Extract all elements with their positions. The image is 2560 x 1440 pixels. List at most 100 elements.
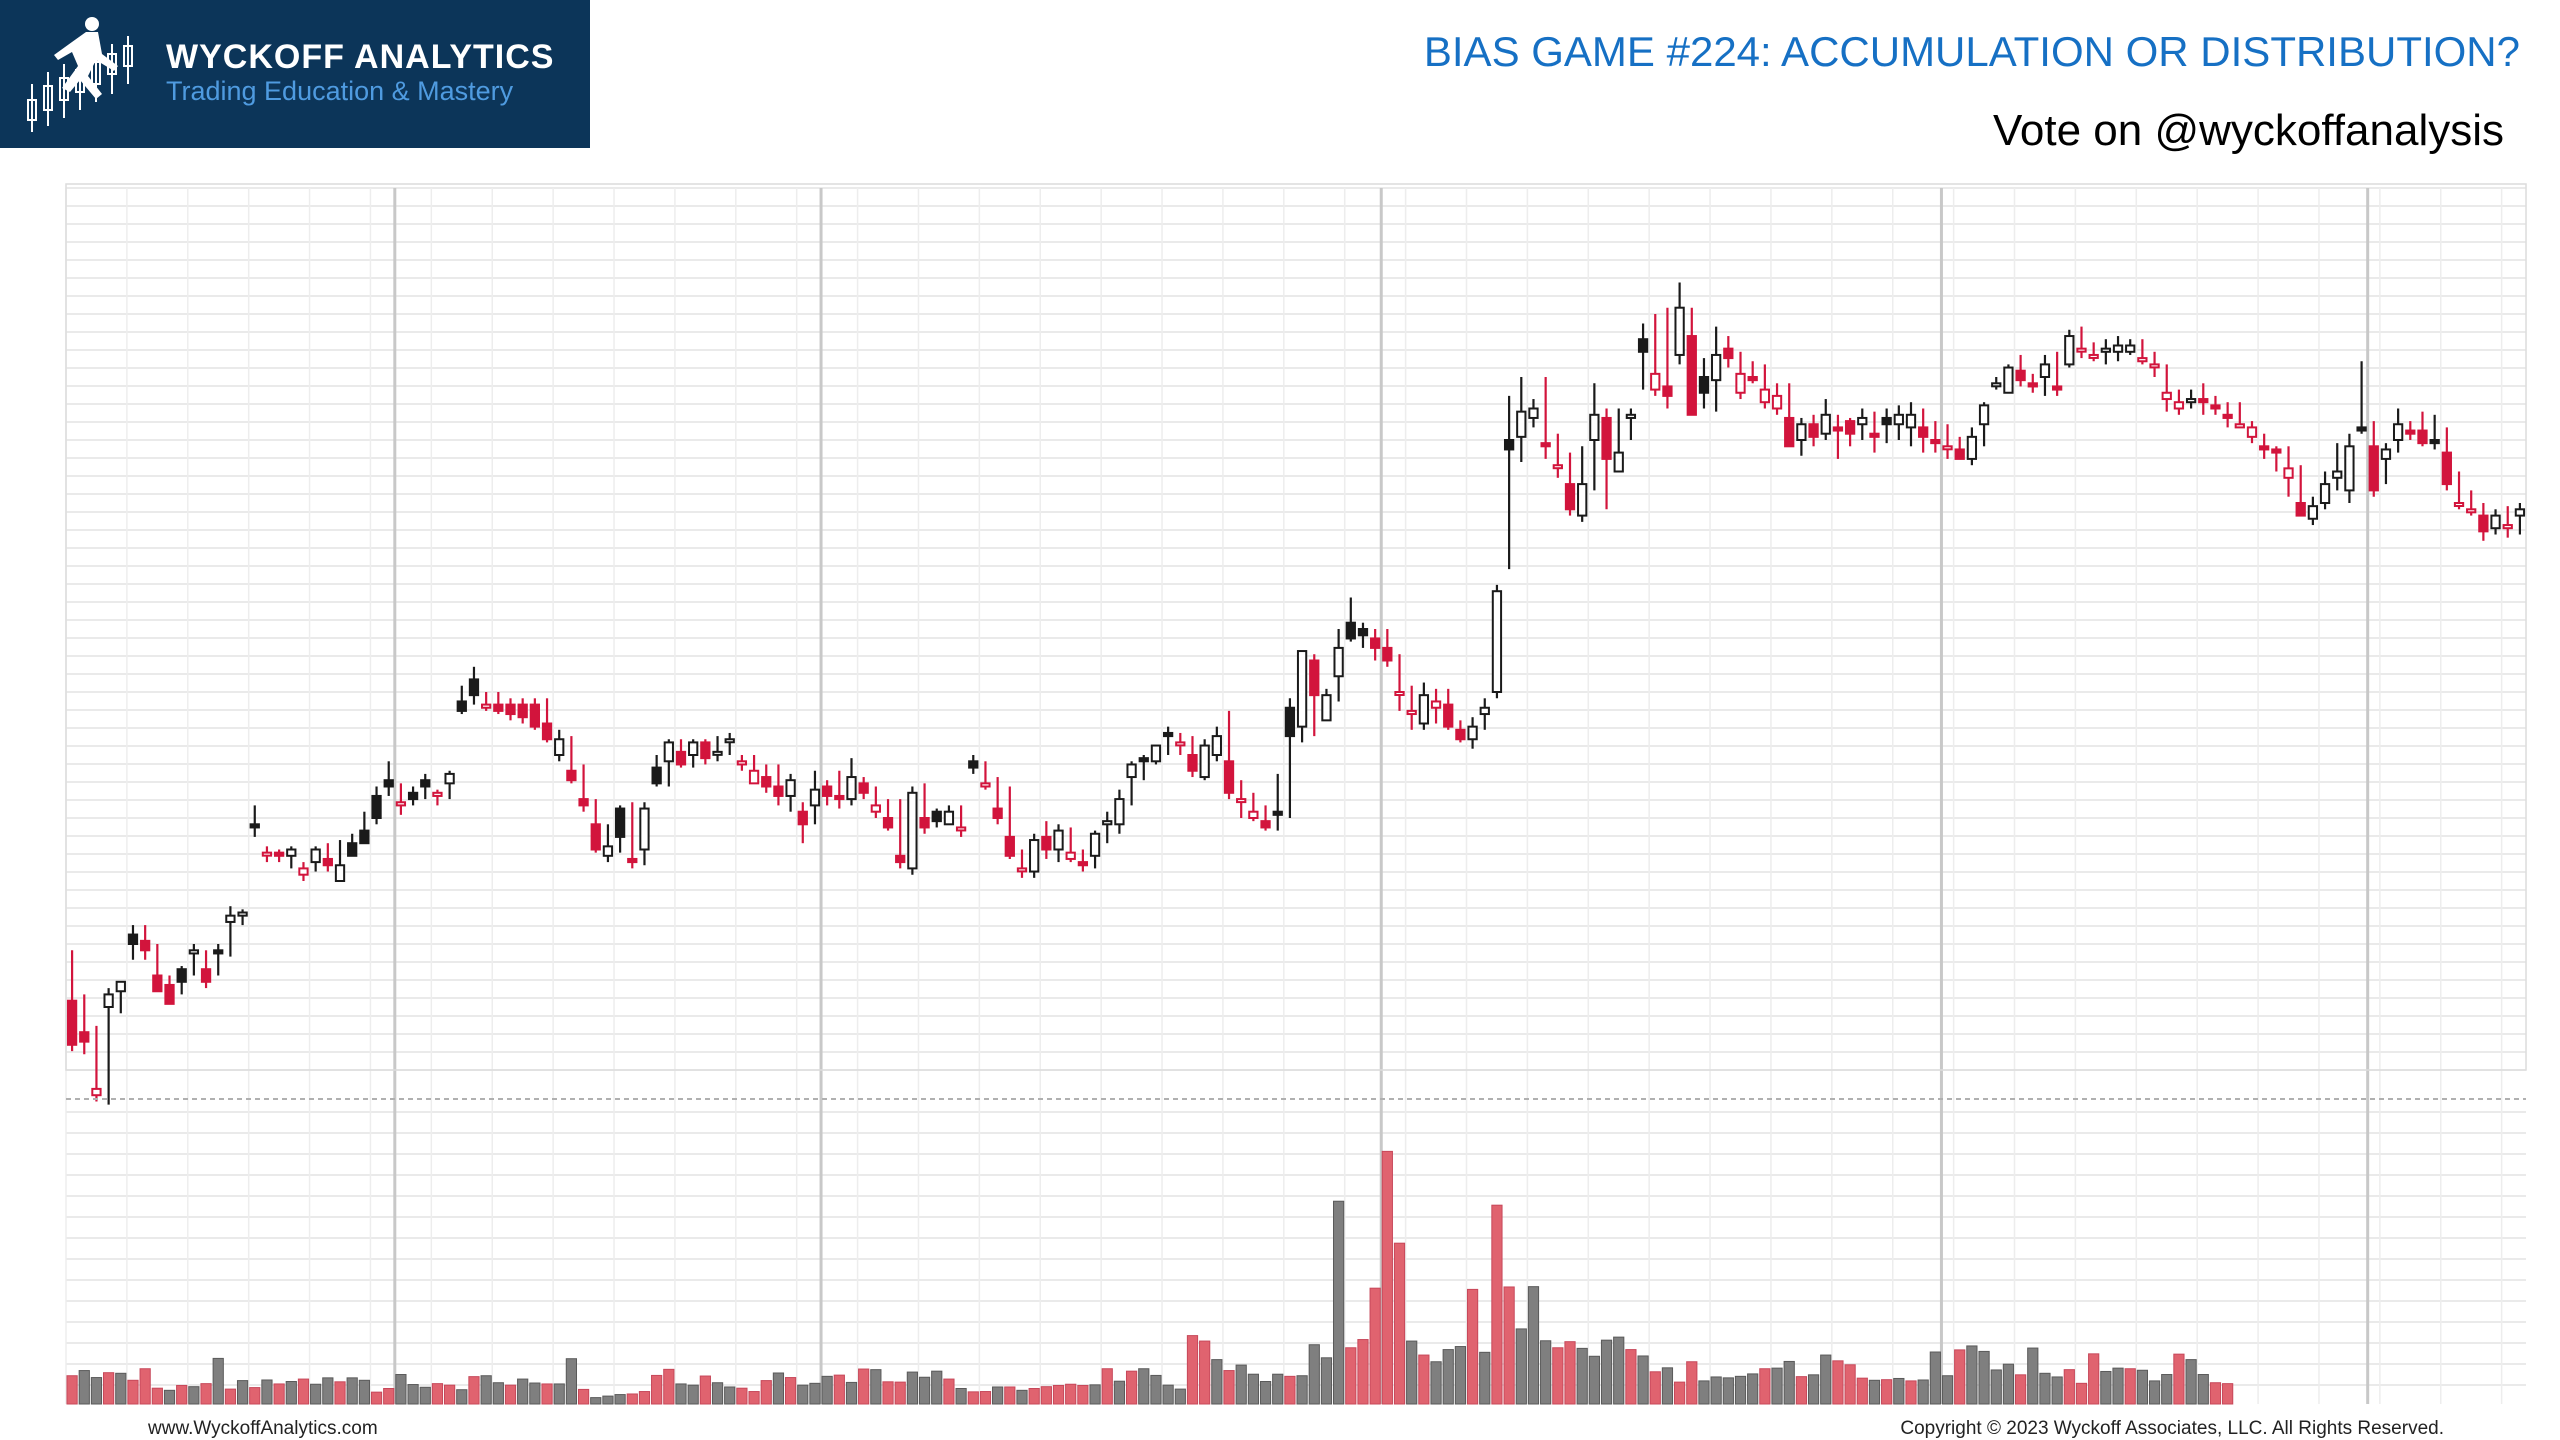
candle-body <box>1284 706 1296 738</box>
candle-body <box>1077 861 1089 867</box>
candle <box>2259 433 2270 459</box>
footer-website[interactable]: www.WyckoffAnalytics.com <box>148 1418 378 1439</box>
candle <box>2392 408 2404 453</box>
candle-body <box>164 983 175 1005</box>
candle-body <box>2161 391 2172 401</box>
volume-bar <box>1381 1150 1393 1405</box>
volume-bar <box>90 1377 103 1405</box>
candle-body <box>1065 851 1076 860</box>
candle <box>1589 383 1600 491</box>
candle <box>1406 685 1417 730</box>
candle <box>2466 490 2477 516</box>
volume-bar <box>1004 1386 1016 1405</box>
volume-bar <box>1016 1389 1028 1405</box>
candle-body <box>955 826 967 832</box>
candle <box>2429 414 2440 450</box>
candle <box>2356 361 2367 434</box>
candle <box>2502 506 2513 538</box>
candle <box>1089 830 1101 869</box>
volume-bar <box>456 1389 468 1405</box>
candle-body <box>1844 420 1856 435</box>
candle <box>1613 408 1624 473</box>
candle <box>347 833 358 857</box>
candle <box>2368 421 2379 497</box>
candle-body <box>420 779 431 788</box>
candle-body <box>1918 426 1929 438</box>
candle-body <box>322 857 333 867</box>
candle <box>1382 629 1393 667</box>
volume-bar <box>115 1372 127 1405</box>
candle-body <box>2222 413 2233 419</box>
candle <box>2514 503 2526 535</box>
candle <box>2332 443 2343 491</box>
candle-body <box>529 703 541 728</box>
candle <box>2100 339 2111 365</box>
volume-bar <box>1905 1380 1917 1405</box>
volume-bar <box>1893 1377 1905 1405</box>
logo-tagline: Trading Education & Mastery <box>166 76 514 106</box>
candle <box>420 773 431 800</box>
candle-body <box>797 810 808 826</box>
candle-body <box>1978 404 1990 426</box>
candle-body <box>213 949 224 955</box>
volume-bar <box>1296 1375 1308 1405</box>
candle-body <box>152 974 163 993</box>
candle-body <box>2295 502 2306 517</box>
candle-body <box>140 939 151 952</box>
candle-body <box>1723 347 1734 360</box>
candle-body <box>748 769 760 785</box>
candle <box>115 980 126 1014</box>
volume-bar <box>2051 1376 2063 1405</box>
footer-copyright: Copyright © 2023 Wyckoff Associates, LLC… <box>1900 1418 2444 1439</box>
candle <box>1491 584 1503 699</box>
volume-bar <box>553 1383 565 1405</box>
candle-body <box>761 776 772 788</box>
volume-bar <box>1113 1380 1126 1405</box>
candle-body <box>176 968 187 983</box>
candle <box>1698 358 1710 409</box>
candle <box>1430 688 1442 724</box>
candle-body <box>882 817 894 829</box>
candle-body <box>566 769 577 782</box>
candle <box>1832 414 1844 459</box>
candle-body <box>2417 429 2428 445</box>
volume-bar <box>1929 1351 1941 1405</box>
volume-bar <box>1235 1364 1247 1405</box>
volume-bar <box>1759 1368 1771 1405</box>
candle <box>943 805 955 826</box>
candle <box>334 840 346 882</box>
candle-body <box>1272 810 1283 816</box>
candle-body <box>237 911 248 917</box>
volume-bar <box>66 1375 78 1405</box>
candle <box>639 802 650 866</box>
candle <box>2015 354 2026 387</box>
candle <box>773 764 784 806</box>
candle-body <box>980 782 991 788</box>
candle <box>1248 792 1259 822</box>
candle-body <box>2441 451 2452 486</box>
volume-bar <box>1040 1386 1052 1405</box>
volume-bar <box>188 1386 200 1405</box>
candle-body <box>1528 407 1539 419</box>
candle <box>2478 503 2489 541</box>
candle <box>359 811 370 845</box>
candle <box>797 802 808 844</box>
volume-bar <box>1406 1340 1418 1405</box>
candle <box>1771 383 1783 415</box>
candle-body <box>2149 363 2160 369</box>
candle-body <box>1564 483 1576 511</box>
candle <box>164 975 175 1005</box>
candle-body <box>2405 429 2416 435</box>
candle-body <box>931 810 942 823</box>
candle-body <box>1211 735 1222 756</box>
candle <box>91 1025 102 1102</box>
volume-bar <box>870 1369 882 1405</box>
candle <box>1540 377 1551 459</box>
candle <box>1905 402 1917 447</box>
volume-bar <box>565 1358 578 1405</box>
candle-body <box>1686 335 1697 416</box>
candle <box>907 786 918 875</box>
volume-bar <box>979 1391 992 1405</box>
volume-bar <box>163 1389 176 1405</box>
candle <box>955 805 967 837</box>
